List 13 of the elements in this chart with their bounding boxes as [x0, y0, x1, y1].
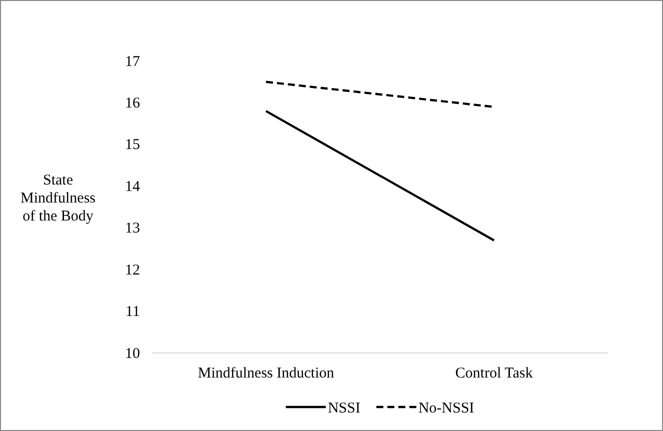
legend-label: No-NSSI	[418, 400, 474, 416]
y-tick-label: 16	[125, 96, 140, 112]
y-tick-label: 11	[126, 304, 140, 320]
y-tick-label: 15	[125, 137, 140, 154]
y-tick-label: 12	[125, 262, 140, 278]
y-tick-label: 13	[125, 220, 140, 237]
x-tick-label: Control Task	[455, 366, 534, 382]
y-tick-label: 17	[125, 54, 140, 70]
x-tick-label: Mindfulness Induction	[198, 366, 335, 382]
legend-label: NSSI	[328, 400, 360, 416]
y-axis-title: State Mindfulness of the Body	[20, 172, 96, 224]
y-tick-label: 10	[125, 346, 140, 362]
y-tick-label: 14	[125, 178, 140, 195]
